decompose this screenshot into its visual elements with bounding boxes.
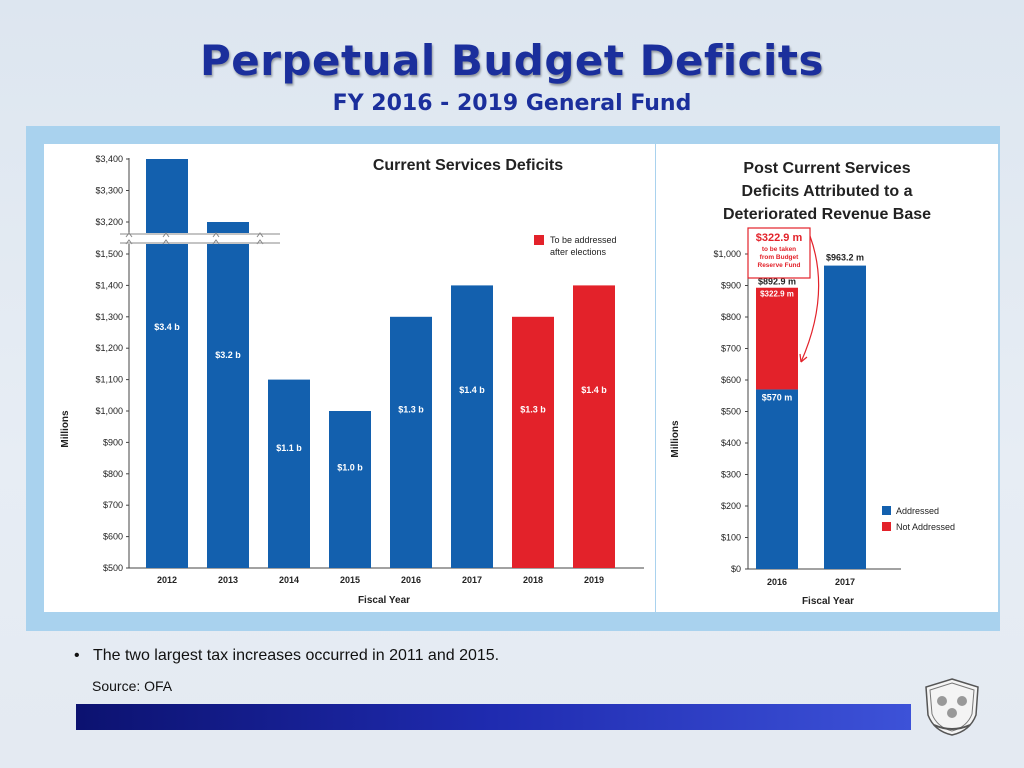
y-tick-label: $100 [721, 533, 741, 543]
bar-value-label: $1.4 b [459, 385, 485, 395]
callout-text: from Budget [760, 254, 799, 261]
left-chart-panel: $500 $600 $700 $800 $900 $1,000 $1,100 $1,200 $1… [44, 144, 655, 612]
bullet-point: • The two largest tax increases occurred… [74, 647, 499, 665]
chart-frame: $500 $600 $700 $800 $900 $1,000 $1,100 $1,200 $1… [26, 126, 1000, 631]
bar-2014 [268, 379, 310, 568]
bar-value-label: $3.2 b [215, 350, 241, 360]
source-note: Source: OFA [92, 678, 173, 694]
bar-2019 [573, 285, 615, 568]
chart-title: Deficits Attributed to a [742, 183, 913, 200]
callout-box [747, 227, 811, 279]
legend-label: Not Addressed [896, 522, 955, 532]
bar-total-label: $892.9 m [758, 277, 796, 287]
axis-break-mark [256, 232, 264, 245]
y-tick-label: $200 [721, 501, 741, 511]
y-tick-label: $900 [721, 281, 741, 291]
chart-title: Post Current Services [743, 160, 910, 177]
y-tick-label: $700 [103, 500, 123, 510]
y-tick-label: $1,200 [95, 343, 123, 353]
bar-2017 [451, 285, 493, 568]
x-axis-title: Fiscal Year [358, 595, 410, 606]
y-tick-label: $800 [721, 312, 741, 322]
legend-label: after elections [550, 247, 607, 257]
y-tick-label: $1,100 [95, 375, 123, 385]
legend-swatch [882, 506, 891, 515]
bar-value-label: $1.3 b [398, 404, 424, 414]
y-tick-label: $800 [103, 469, 123, 479]
bar-value-label: $1.1 b [276, 443, 302, 453]
bar-2015 [329, 411, 371, 568]
y-tick-label: $500 [721, 407, 741, 417]
bar-2017-addressed [824, 265, 866, 569]
legend-label: Addressed [896, 506, 939, 516]
axis-break-band [120, 233, 280, 244]
bar-value-label: $1.4 b [581, 385, 607, 395]
bar-2012 [146, 159, 188, 568]
y-tick-label: $500 [103, 563, 123, 573]
legend-swatch [534, 235, 544, 245]
bar-value-label: $322.9 m [760, 290, 794, 299]
current-services-chart: $500 $600 $700 $800 $900 $1,000 $1,100 $1,200 $1… [60, 154, 644, 606]
bar-2013 [207, 222, 249, 568]
x-tick-label: 2013 [218, 575, 238, 585]
y-tick-label: $700 [721, 344, 741, 354]
x-tick-label: 2015 [340, 575, 360, 585]
axis-break-mark [162, 232, 170, 245]
y-tick-label: $3,300 [95, 186, 123, 196]
x-tick-label: 2012 [157, 575, 177, 585]
bar-2016-not-addressed [756, 287, 798, 390]
y-tick-label: $1,500 [95, 249, 123, 259]
revenue-base-chart: $0 $100 $200 $300 $400 $500 $600 $700 $800 $900 $1… [670, 160, 955, 607]
x-tick-label: 2017 [835, 577, 855, 587]
y-tick-label: $1,300 [95, 312, 123, 322]
x-axis-title: Fiscal Year [802, 596, 854, 607]
y-axis-title: Millions [60, 410, 71, 448]
x-tick-label: 2016 [401, 575, 421, 585]
legend-label: To be addressed [550, 235, 617, 245]
bar-2018 [512, 316, 554, 568]
y-tick-label: $1,000 [95, 406, 123, 416]
footer-bar [76, 704, 911, 730]
y-tick-label: $1,000 [713, 249, 741, 259]
x-tick-label: 2014 [279, 575, 299, 585]
x-tick-label: 2018 [523, 575, 543, 585]
y-tick-label: $0 [731, 564, 741, 574]
chart-title: Current Services Deficits [373, 157, 563, 174]
y-tick-label: $1,400 [95, 280, 123, 290]
bar-value-label: $3.4 b [154, 322, 180, 332]
bar-value-label: $1.0 b [337, 463, 363, 473]
state-seal-icon [925, 678, 979, 736]
bullet-text: The two largest tax increases occurred i… [92, 647, 500, 664]
bullet-marker: • [74, 647, 93, 664]
y-tick-label: $900 [103, 437, 123, 447]
bar-value-label: $570 m [762, 392, 793, 402]
bar-2016 [390, 316, 432, 568]
x-tick-label: 2019 [584, 575, 604, 585]
legend-swatch [882, 522, 891, 531]
bar-2016-addressed [756, 389, 798, 569]
right-chart-panel: $0 $100 $200 $300 $400 $500 $600 $700 $800 $900 $1… [656, 144, 998, 612]
y-tick-label: $600 [721, 375, 741, 385]
slide-title: Perpetual Budget Deficits [200, 36, 824, 85]
callout-amount: $322.9 m [756, 232, 803, 244]
y-axis-title: Millions [670, 420, 681, 458]
y-tick-label: $3,200 [95, 217, 123, 227]
bar-value-label: $1.3 b [520, 404, 546, 414]
y-tick-label: $600 [103, 532, 123, 542]
x-tick-label: 2017 [462, 575, 482, 585]
y-tick-label: $300 [721, 470, 741, 480]
callout-text: to be taken [762, 246, 796, 253]
axis-break-mark [212, 232, 220, 245]
callout-arrow [800, 235, 820, 363]
y-tick-label: $400 [721, 438, 741, 448]
bar-total-label: $963.2 m [826, 253, 864, 263]
x-tick-label: 2016 [767, 577, 787, 587]
slide-subtitle: FY 2016 - 2019 General Fund [332, 91, 692, 116]
chart-title: Deteriorated Revenue Base [723, 206, 931, 223]
callout-arrowhead [799, 353, 808, 363]
callout-text: Reserve Fund [758, 262, 801, 269]
axis-break-mark [125, 232, 133, 245]
y-tick-label: $3,400 [95, 154, 123, 164]
